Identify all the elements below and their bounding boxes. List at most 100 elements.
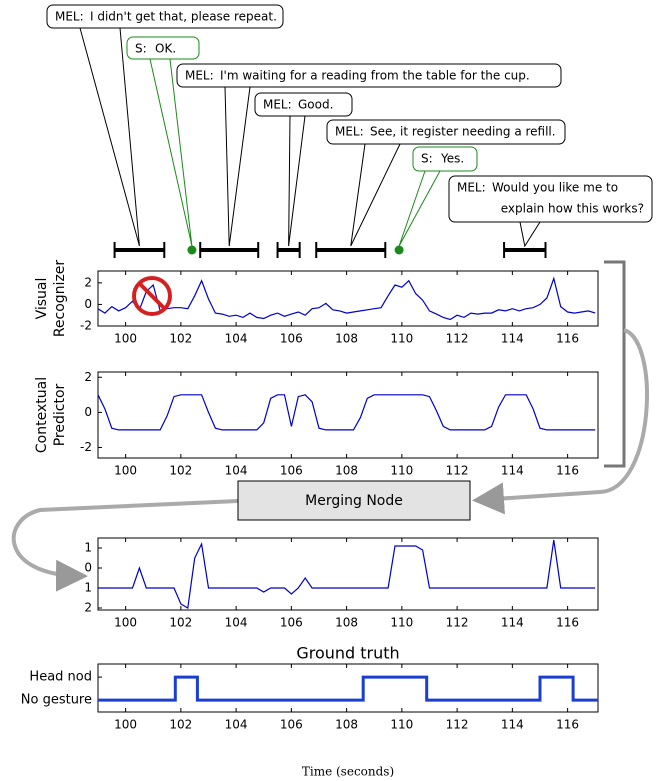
bubble-tail xyxy=(288,115,306,247)
x-tick-label: 114 xyxy=(501,616,524,630)
speech-bubble xyxy=(126,36,200,60)
utterance: I'm waiting for a reading from the table… xyxy=(220,69,530,83)
response-dot xyxy=(187,245,197,255)
x-tick-label: 116 xyxy=(556,616,579,630)
y-axis-label: Contextual xyxy=(34,377,50,453)
speech-bubble xyxy=(448,175,653,223)
x-tick-label: 110 xyxy=(390,718,413,732)
y-tick-label: 2 xyxy=(84,370,92,384)
bubble-tail xyxy=(398,170,441,247)
speech-bubble xyxy=(176,63,562,88)
bubble-tail xyxy=(350,143,401,247)
y-tick-label: -2 xyxy=(80,440,92,454)
x-tick-label: 100 xyxy=(114,332,137,346)
x-tick-label: 108 xyxy=(335,464,358,478)
speaker: MEL: xyxy=(335,125,364,139)
y-tick-label: 1 xyxy=(84,581,92,595)
x-tick-label: 100 xyxy=(114,616,137,630)
x-tick-label: 106 xyxy=(280,616,303,630)
y-tick-label: 2 xyxy=(84,275,92,289)
x-tick-label: 102 xyxy=(169,332,192,346)
y-tick-label: Head nod xyxy=(29,670,92,685)
x-tick-label: 108 xyxy=(335,718,358,732)
y-tick-label: -2 xyxy=(80,319,92,333)
signal-line xyxy=(97,276,596,321)
speaker: MEL: xyxy=(55,10,84,24)
y-tick-label: 1 xyxy=(84,541,92,555)
plot-frame xyxy=(97,270,599,327)
x-tick-label: 100 xyxy=(114,718,137,732)
response-dot xyxy=(394,245,404,255)
x-tick-label: 110 xyxy=(390,616,413,630)
y-tick-label: 0 xyxy=(84,405,92,419)
merging-node xyxy=(237,480,471,521)
utterance: OK. xyxy=(155,42,176,56)
speech-bubble xyxy=(46,4,284,29)
x-tick-label: 106 xyxy=(280,718,303,732)
x-tick-label: 102 xyxy=(169,616,192,630)
chart-title: Ground truth xyxy=(296,644,399,663)
x-tick-label: 116 xyxy=(556,718,579,732)
bubble-tail xyxy=(224,86,251,247)
utterance: Yes. xyxy=(440,152,464,166)
speaker: MEL: xyxy=(263,98,292,112)
y-tick-label: No gesture xyxy=(21,693,92,708)
bubble-tail xyxy=(149,58,193,247)
signal-line xyxy=(98,675,598,702)
x-tick-label: 102 xyxy=(169,464,192,478)
utterance: I didn't get that, please repeat. xyxy=(90,10,277,24)
x-tick-label: 114 xyxy=(501,718,524,732)
x-tick-label: 104 xyxy=(225,718,248,732)
utterance: Would you like me to xyxy=(492,181,618,195)
bubble-tail xyxy=(519,221,541,248)
speech-bubble xyxy=(254,92,353,117)
x-tick-label: 104 xyxy=(225,332,248,346)
merging-node-label: Merging Node xyxy=(305,493,403,509)
utterance: Good. xyxy=(298,98,333,112)
x-tick-label: 112 xyxy=(446,332,469,346)
x-tick-label: 106 xyxy=(280,332,303,346)
bracket xyxy=(604,260,626,468)
x-tick-label: 110 xyxy=(390,332,413,346)
arrow xyxy=(11,499,239,592)
x-tick-label: 102 xyxy=(169,718,192,732)
x-tick-label: 104 xyxy=(225,464,248,478)
speech-bubble xyxy=(326,119,566,145)
x-axis-label: Time (seconds) xyxy=(302,765,394,779)
x-tick-label: 104 xyxy=(225,616,248,630)
x-tick-label: 116 xyxy=(556,332,579,346)
x-tick-label: 108 xyxy=(335,332,358,346)
x-tick-label: 112 xyxy=(446,616,469,630)
signal-line xyxy=(97,394,596,431)
x-tick-label: 114 xyxy=(501,332,524,346)
x-tick-label: 108 xyxy=(335,616,358,630)
speaker: S: xyxy=(135,42,147,56)
speech-bubble xyxy=(412,146,478,172)
y-tick-label: 2 xyxy=(84,601,92,615)
x-tick-label: 106 xyxy=(280,464,303,478)
x-tick-label: 112 xyxy=(446,464,469,478)
x-tick-label: 112 xyxy=(446,718,469,732)
speaker: MEL: xyxy=(185,69,214,83)
utterance: See, it register needing a refill. xyxy=(370,125,556,139)
utterance: explain how this works? xyxy=(501,202,644,216)
speaker: MEL: xyxy=(457,181,486,195)
plot-frame xyxy=(97,371,599,459)
y-tick-label: 0 xyxy=(84,561,92,575)
plot-frame xyxy=(97,537,599,611)
plot-frame xyxy=(97,663,599,713)
no-sign-icon xyxy=(132,276,172,316)
x-tick-label: 116 xyxy=(556,464,579,478)
x-tick-label: 100 xyxy=(114,464,137,478)
x-tick-label: 110 xyxy=(390,464,413,478)
y-axis-label: Predictor xyxy=(52,383,68,446)
signal-line xyxy=(98,539,596,609)
arrow xyxy=(472,328,649,515)
y-tick-label: 0 xyxy=(84,297,92,311)
bubble-tail xyxy=(79,27,140,247)
x-tick-label: 114 xyxy=(501,464,524,478)
y-axis-label: Recognizer xyxy=(52,260,68,338)
y-axis-label: Visual xyxy=(34,278,50,320)
speaker: S: xyxy=(421,152,433,166)
